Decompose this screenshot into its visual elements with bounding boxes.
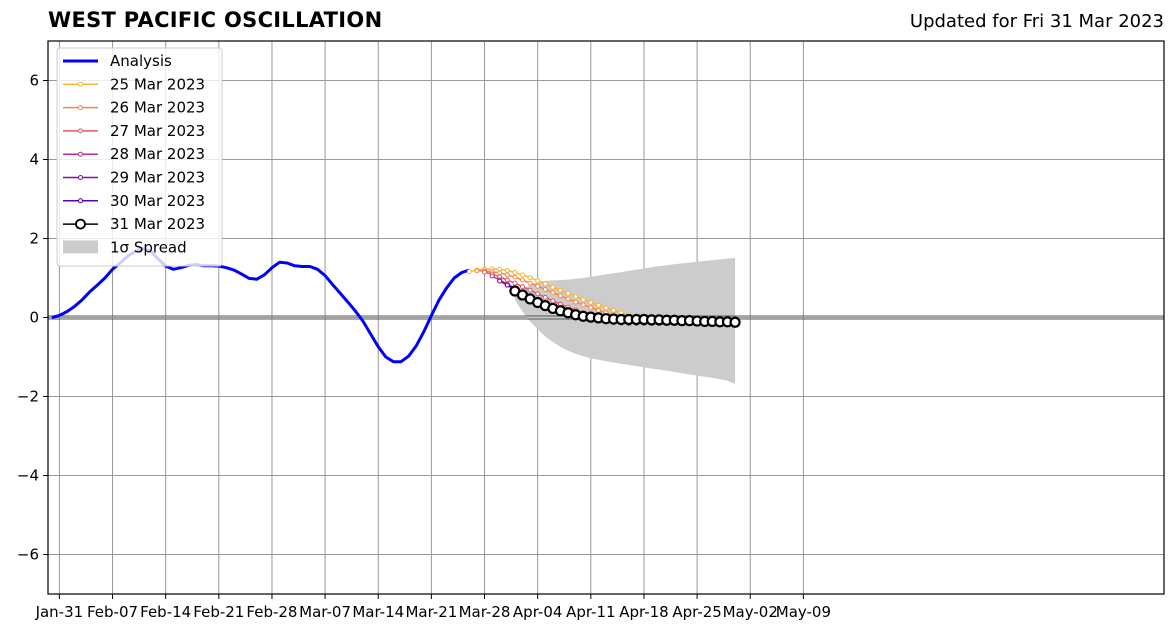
legend-label: 28 Mar 2023 [110,145,205,163]
legend-label: 31 Mar 2023 [110,215,205,233]
forecast-point [519,277,525,283]
x-tick-label: Feb-21 [193,603,244,621]
legend-label: Analysis [110,52,172,70]
forecast-point [519,284,525,290]
forecast-point [588,305,594,311]
legend-label: 29 Mar 2023 [110,169,205,187]
y-tick-label: 0 [29,309,39,327]
x-tick-label: Mar-28 [459,603,511,621]
forecast-point [565,290,571,296]
forecast-point [504,267,510,273]
forecast-point [542,281,548,287]
latest-forecast-point [729,316,741,328]
forecast-point [557,287,563,293]
forecast-point [466,269,472,275]
y-tick-label: 2 [29,230,39,248]
x-tick-label: Mar-21 [405,603,457,621]
legend-handle-spread [63,240,98,254]
forecast-point [542,294,548,300]
forecast-point [489,273,495,279]
x-tick-label: Feb-28 [246,603,297,621]
forecast-point [504,277,510,283]
x-tick-label: Apr-25 [672,603,722,621]
forecast-point [512,269,518,275]
updated-date: Updated for Fri 31 Mar 2023 [909,11,1164,32]
forecast-point [595,307,601,313]
latest-forecast-series [509,285,741,328]
axis-ticks: Jan-31 Feb-07 Feb-14 Feb-21 Feb-28 Mar-07 Mar-… [17,72,831,622]
legend-label: 27 Mar 2023 [110,122,205,140]
forecast-point [573,294,579,300]
legend-label: 25 Mar 2023 [110,75,205,93]
forecast-point [595,302,601,308]
forecast-point [497,278,503,284]
y-tick-label: −4 [17,467,39,485]
legend-marker [78,175,83,180]
forecast-point [504,282,510,288]
forecast-point [580,302,586,308]
forecast-point [527,287,533,293]
forecast-point [603,305,609,311]
legend: Analysis 25 Mar 2023 26 Mar 2023 27 Mar 202… [56,47,223,267]
forecast-point [550,298,556,304]
y-tick-label: −2 [17,388,39,406]
x-tick-label: Mar-14 [352,603,404,621]
forecast-point [504,272,510,278]
legend-marker [78,151,83,157]
forecast-point [482,269,488,275]
forecast-point [565,296,571,302]
x-tick-label: May-02 [723,603,778,621]
forecast-point [535,283,541,289]
x-tick-label: Apr-04 [513,603,563,621]
forecast-point [535,278,541,284]
legend-marker [78,81,83,87]
x-tick-label: Jan-31 [35,603,84,621]
chart-title: WEST PACIFIC OSCILLATION [48,8,383,32]
y-tick-label: 6 [29,72,39,90]
forecast-point [497,270,503,276]
legend-marker [78,105,83,111]
forecast-point [474,268,480,274]
forecast-point [512,280,518,286]
legend-box [56,47,223,267]
legend-label: 26 Mar 2023 [110,99,205,117]
grid [48,41,1164,594]
forecast-point [580,297,586,303]
forecast-point [611,307,617,313]
x-tick-label: Apr-11 [566,603,616,621]
forecast-point [588,299,594,305]
forecast-point [550,290,556,296]
x-tick-label: May-09 [776,603,831,621]
legend-marker [78,128,83,134]
forecast-point [535,291,541,297]
forecast-point [512,274,518,280]
forecast-point [557,293,563,299]
x-tick-label: Mar-07 [299,603,351,621]
legend-marker [75,218,86,230]
x-tick-label: Feb-07 [87,603,138,621]
forecast-point [550,284,556,290]
forecast-point [527,275,533,281]
legend-marker [78,198,83,204]
legend-label: 30 Mar 2023 [110,192,205,210]
forecast-point [519,272,525,278]
forecast-point [527,280,533,286]
forecast-point [573,299,579,305]
forecast-point [542,286,548,292]
y-tick-label: 4 [29,151,39,169]
x-tick-label: Apr-18 [619,603,669,621]
x-tick-label: Feb-14 [140,603,191,621]
y-tick-label: −6 [17,546,39,564]
legend-label: 1σ Spread [110,238,187,256]
